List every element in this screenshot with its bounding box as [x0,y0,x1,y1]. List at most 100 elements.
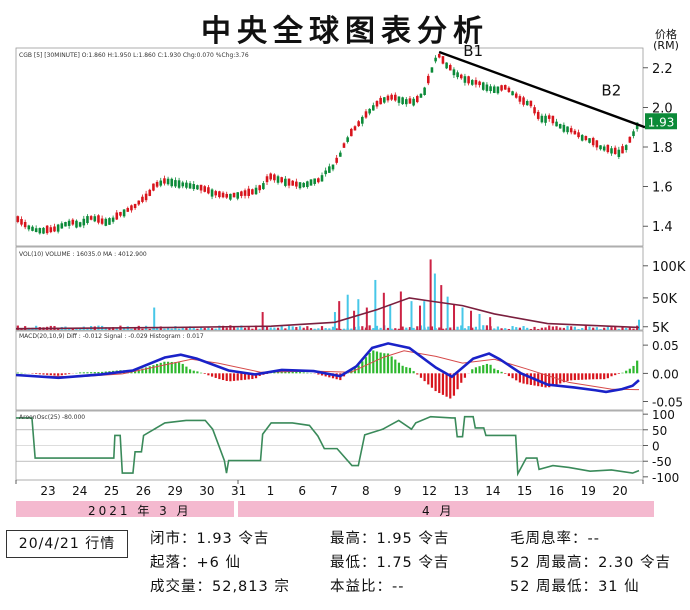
candle-body [20,219,23,225]
volume-bar [251,328,254,330]
volume-spike-bar [382,292,385,330]
march-band [16,501,234,517]
x-tick-label-7: 7 [330,484,338,498]
volume-bar [207,327,210,330]
macd-histogram-bar [423,373,426,382]
macd-histogram-bar [276,371,280,374]
volume-bar [177,328,181,330]
aroon-tick-label: -50 [652,455,672,469]
candle-body [89,216,93,220]
candle-body [34,228,38,233]
macd-histogram-bar [562,373,565,383]
volume-bar [163,328,166,330]
candle-body [170,178,174,187]
x-tick-label-25: 25 [104,484,119,498]
candle-body [82,218,86,226]
x-tick-label-23: 23 [40,484,55,498]
candle-body [155,181,159,187]
candle-body [100,218,104,224]
price-tick-label: 2.2 [652,62,673,77]
volume-bar [467,326,470,330]
macd-histogram-bar [621,372,624,374]
candle-body [441,56,445,64]
candle-body [254,187,258,195]
volume-bar [379,327,382,330]
macd-histogram-bar [566,373,569,381]
volume-bar [221,325,225,330]
volume-bar [386,327,390,330]
macd-histogram-bar [570,373,573,381]
candle-body [174,180,177,187]
stat-yield: 毛周息率：-- [510,531,600,547]
candle-body [122,209,126,217]
candle-body [166,178,170,185]
volume-bar [548,325,551,330]
candle-body [298,182,302,189]
aroon-tick-label: 0 [652,440,660,454]
macd-histogram-bar [617,373,620,374]
candle-body [628,136,632,143]
volume-bar [515,327,518,330]
volume-bar [280,325,283,330]
macd-histogram-bar [606,373,609,379]
candle-body [536,111,540,119]
candle-body [196,185,199,190]
volume-bar [405,327,408,330]
macd-histogram-bar [511,373,514,379]
macd-histogram-bar [287,371,291,374]
macd-histogram-bar [434,373,437,392]
macd-histogram-bar [203,373,206,375]
macd-histogram-bar [357,365,360,374]
candle-body [405,99,408,105]
macd-histogram-bar [595,373,598,380]
candle-body [547,115,551,119]
candle-body [119,211,122,216]
volume-bar [291,326,294,330]
candle-body [591,137,595,146]
candle-body [577,132,580,138]
volume-bar [533,326,536,330]
volume-bar [610,327,613,330]
volume-bar [577,329,580,330]
macd-histogram-bar [82,372,85,374]
volume-bar [504,328,507,330]
macd-histogram-bar [291,371,294,374]
volume-bar [16,325,19,330]
candle-body [419,93,423,98]
candle-body [383,97,386,103]
candle-body [445,62,448,69]
volume-bar [595,327,598,330]
volume-bar [229,325,232,330]
candle-body [225,193,229,198]
volume-bar [335,328,338,330]
candle-body [353,126,357,131]
volume-bar [148,328,151,330]
macd-histogram-bar [214,373,217,378]
volume-bar [79,328,82,330]
candle-body [108,218,111,225]
candle-body [152,183,155,191]
x-tick-label-30: 30 [199,484,214,498]
candle-body [437,53,441,58]
volume-bar [240,325,243,330]
macd-histogram-bar [86,372,89,374]
macd-panel-header: MACD(20,10,9) Diff : -0.012 Signal : -0.… [19,333,204,340]
volume-spike-bar [353,310,356,330]
x-tick-label-24: 24 [72,484,87,498]
x-tick-label-19: 19 [581,484,596,498]
x-tick-label-8: 8 [362,484,370,498]
macd-histogram-bar [42,373,45,375]
volume-bar [295,327,298,330]
volume-bar [247,327,250,330]
candle-body [361,116,364,124]
volume-bar [438,327,441,330]
volume-spike-bar [446,296,449,330]
candle-body [218,191,221,198]
candle-body [177,180,181,188]
volume-spike-bar [440,285,443,330]
macd-histogram-bar [474,367,478,374]
macd-histogram-bar [599,373,602,380]
macd-histogram-bar [405,367,408,374]
macd-histogram-bar [515,373,518,381]
volume-bar [284,328,287,330]
